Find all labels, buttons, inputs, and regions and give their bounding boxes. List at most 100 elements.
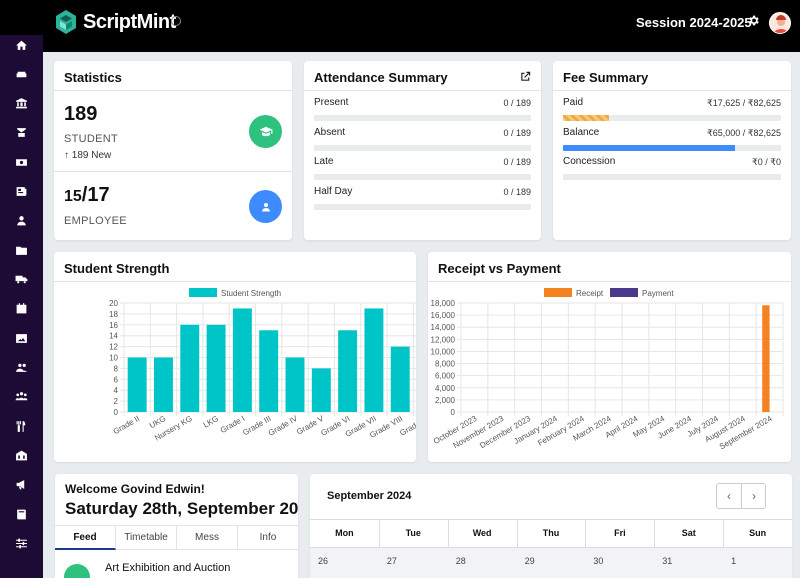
student-strength-title: Student Strength <box>64 261 170 276</box>
users-icon[interactable] <box>12 358 30 376</box>
student-strength-card: Student Strength Student Strength 0 2 4 6 8 10… <box>54 252 416 462</box>
calendar-date[interactable]: 27 <box>386 556 397 566</box>
logo-icon <box>56 10 76 34</box>
receipt-payment-title: Receipt vs Payment <box>438 261 561 276</box>
calendar-day-header: Sat <box>681 528 696 538</box>
calendar-date[interactable]: 30 <box>593 556 604 566</box>
fee-row-label: Concession <box>563 156 616 167</box>
calendar-date[interactable]: 26 <box>318 556 329 566</box>
graduation-icon[interactable] <box>12 123 30 141</box>
calendar-week-row <box>310 547 792 578</box>
gear-icon[interactable] <box>747 14 760 32</box>
top-bar <box>43 0 800 52</box>
tab-timetable[interactable]: Timetable <box>116 526 177 550</box>
student-strength-header: Student Strength <box>54 252 416 282</box>
cutlery-icon[interactable] <box>12 417 30 435</box>
employee-icon <box>249 190 282 223</box>
calendar-day-header: Mon <box>335 528 354 538</box>
folder-icon[interactable] <box>12 241 30 259</box>
money-icon[interactable] <box>12 153 30 171</box>
legend-swatch <box>610 288 638 297</box>
bar <box>127 357 147 412</box>
y-tick-label: 8 <box>114 364 119 373</box>
sidebar-header <box>0 0 43 35</box>
building-icon[interactable] <box>12 446 30 464</box>
fee-card: Fee Summary Paid ₹17,625 / ₹82,625 Balance… <box>553 61 791 240</box>
y-tick-label: 12,000 <box>431 335 456 344</box>
legend-swatch <box>544 288 572 297</box>
feed-item-title[interactable]: Art Exhibition and Auction <box>105 562 231 574</box>
chevron-right-icon[interactable]: › <box>752 489 756 503</box>
home-icon[interactable] <box>12 36 30 54</box>
calendar-date[interactable]: 28 <box>455 556 466 566</box>
legend-label: Student Strength <box>221 289 281 298</box>
sidebar <box>0 0 43 578</box>
fee-row-label: Balance <box>563 126 600 138</box>
calendar-date[interactable]: 29 <box>524 556 535 566</box>
calendar-icon[interactable] <box>12 299 30 317</box>
y-tick-label: 18 <box>109 310 118 319</box>
fee-progress <box>563 115 781 121</box>
attendance-title: Attendance Summary <box>314 70 448 85</box>
calendar-day-header: Sun <box>749 528 767 538</box>
calendar-day-header: Thu <box>542 528 560 538</box>
attendance-row-value: 0 / 189 <box>503 98 531 108</box>
y-tick-label: 6 <box>114 375 119 384</box>
calendar-date[interactable]: 31 <box>662 556 673 566</box>
attendance-row-value: 0 / 189 <box>503 186 531 197</box>
sliders-icon[interactable] <box>12 534 30 552</box>
y-tick-label: 4,000 <box>435 384 456 393</box>
external-link-icon[interactable] <box>520 69 531 87</box>
calendar-day-header: Tue <box>405 528 421 538</box>
book-icon[interactable] <box>12 505 30 523</box>
user-icon[interactable] <box>12 211 30 229</box>
legend-label: Payment <box>642 289 674 298</box>
attendance-card: Attendance Summary Present 0 / 189 Absent 0… <box>304 61 541 240</box>
y-tick-label: 6,000 <box>435 372 456 381</box>
truck-icon[interactable] <box>12 270 30 288</box>
brand-name: ScriptMint <box>83 10 176 33</box>
y-tick-label: 14 <box>109 332 118 341</box>
tab-info[interactable]: Info <box>259 532 277 543</box>
divider <box>54 171 292 172</box>
attendance-row-value: 0 / 189 <box>503 157 531 167</box>
newspaper-icon[interactable] <box>12 182 30 200</box>
receipt-payment-header: Receipt vs Payment <box>428 252 791 282</box>
sofa-icon[interactable] <box>12 65 30 83</box>
calendar-divider <box>310 519 792 520</box>
session-selector[interactable]: Session 2024-2025 <box>636 15 752 30</box>
y-tick-label: 12 <box>109 343 118 352</box>
bank-icon[interactable] <box>12 94 30 112</box>
calendar-date[interactable]: 1 <box>731 556 737 566</box>
feed-item-icon <box>64 564 90 578</box>
bar <box>364 308 384 412</box>
attendance-row-label: Present <box>314 97 349 108</box>
user-avatar[interactable] <box>769 12 791 34</box>
bar <box>259 330 279 412</box>
y-tick-label: 20 <box>109 299 118 308</box>
welcome-date: Saturday 28th, September 2024 <box>65 499 298 518</box>
tab-feed[interactable]: Feed <box>55 526 116 550</box>
student-new: ↑ 189 New <box>64 150 112 161</box>
y-tick-label: 16 <box>109 321 118 330</box>
chevron-left-icon[interactable]: ‹ <box>717 484 742 508</box>
calendar-day-header: Fri <box>614 528 626 538</box>
group-icon[interactable] <box>12 387 30 405</box>
brand-logo[interactable]: ScriptMint <box>55 9 176 35</box>
sidebar-toggle-icon[interactable] <box>171 16 181 26</box>
megaphone-icon[interactable] <box>12 475 30 493</box>
attendance-progress <box>314 144 531 151</box>
bar <box>338 330 358 412</box>
attendance-row-label: Absent <box>314 126 346 138</box>
welcome-tabs: Feed Timetable Mess Info <box>55 525 298 550</box>
fee-row-label: Paid <box>563 97 584 108</box>
fee-row-value: ₹65,000 / ₹82,625 <box>706 127 781 138</box>
image-icon[interactable] <box>12 329 30 347</box>
legend-label: Receipt <box>576 289 604 298</box>
y-tick-label: 14,000 <box>431 323 456 332</box>
bar <box>311 368 331 412</box>
tab-mess[interactable]: Mess <box>177 526 238 550</box>
y-tick-label: 2,000 <box>435 396 456 405</box>
legend-swatch <box>189 288 217 297</box>
bar <box>206 324 226 412</box>
